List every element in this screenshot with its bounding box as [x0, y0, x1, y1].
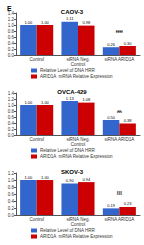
svg-text:1.2: 1.2: [8, 97, 15, 102]
svg-text:1.0: 1.0: [8, 23, 15, 28]
svg-text:0.6: 0.6: [8, 35, 15, 40]
svg-text:0.19: 0.19: [107, 203, 116, 208]
svg-text:1.00: 1.00: [41, 20, 50, 25]
svg-text:1.00: 1.00: [41, 175, 50, 180]
svg-text:1.00: 1.00: [25, 175, 34, 180]
svg-text:0.0: 0.0: [8, 213, 15, 218]
svg-text:ARID1A mRNA Relative Expressi: ARID1A mRNA Relative Expression: [40, 74, 113, 79]
svg-text:1.0: 1.0: [8, 178, 15, 183]
svg-text:0.23: 0.23: [124, 201, 133, 206]
svg-text:siRNA ARID1A: siRNA ARID1A: [104, 137, 134, 142]
svg-text:siRNA Neg.: siRNA Neg.: [66, 57, 90, 62]
svg-text:0.50: 0.50: [107, 115, 116, 120]
svg-text:Relative Level of DNA HRR: Relative Level of DNA HRR: [40, 68, 96, 73]
svg-text:siRNA ARID1A: siRNA ARID1A: [104, 217, 134, 222]
svg-text:1.00: 1.00: [25, 20, 34, 25]
svg-text:1.08: 1.08: [82, 97, 91, 102]
svg-text:0.8: 0.8: [8, 185, 15, 190]
svg-text:1.4: 1.4: [8, 91, 15, 96]
svg-text:0.94: 0.94: [82, 177, 91, 182]
svg-text:Control: Control: [71, 142, 86, 147]
svg-text:siRNA Neg.: siRNA Neg.: [66, 137, 90, 142]
svg-text:***: ***: [117, 193, 123, 198]
svg-text:0.2: 0.2: [8, 127, 15, 132]
svg-text:0.6: 0.6: [8, 115, 15, 120]
svg-text:0.2: 0.2: [8, 47, 15, 52]
svg-text:Control: Control: [29, 217, 44, 222]
svg-text:0.6: 0.6: [8, 192, 15, 197]
svg-text:Relative Level of DNA HRR: Relative Level of DNA HRR: [40, 148, 96, 153]
svg-text:1.00: 1.00: [25, 100, 34, 105]
svg-text:0.26: 0.26: [107, 42, 116, 47]
svg-text:***: ***: [117, 111, 123, 116]
svg-text:ARID1A mRNA Relative Expressi: ARID1A mRNA Relative Expression: [40, 234, 113, 239]
svg-text:Control: Control: [71, 222, 86, 227]
svg-text:1.2: 1.2: [8, 171, 15, 176]
svg-text:0.98: 0.98: [82, 20, 91, 25]
svg-text:1.2: 1.2: [8, 17, 15, 22]
svg-text:0.2: 0.2: [8, 206, 15, 211]
svg-text:Relative Level of DNA HRR: Relative Level of DNA HRR: [40, 228, 96, 233]
svg-text:0.0: 0.0: [8, 133, 15, 138]
svg-text:0.4: 0.4: [8, 41, 15, 46]
svg-text:0.4: 0.4: [8, 121, 15, 126]
svg-text:CAOV-3: CAOV-3: [61, 9, 84, 15]
svg-text:1.0: 1.0: [8, 103, 15, 108]
svg-text:0.0: 0.0: [8, 53, 15, 58]
svg-text:Control: Control: [29, 57, 44, 62]
svg-text:E: E: [7, 5, 12, 12]
svg-text:1.00: 1.00: [41, 100, 50, 105]
svg-text:Control: Control: [71, 62, 86, 67]
svg-text:0.38: 0.38: [124, 118, 133, 123]
svg-text:Control: Control: [29, 137, 44, 142]
svg-text:****: ****: [116, 31, 123, 36]
svg-text:1.11: 1.11: [66, 16, 74, 21]
svg-text:siRNA ARID1A: siRNA ARID1A: [104, 57, 134, 62]
svg-text:0.90: 0.90: [66, 178, 75, 183]
svg-text:siRNA Neg.: siRNA Neg.: [66, 217, 90, 222]
svg-text:1.4: 1.4: [7, 10, 14, 16]
svg-text:OVCA-429: OVCA-429: [57, 89, 87, 95]
svg-text:0.30: 0.30: [124, 41, 133, 46]
svg-text:1.13: 1.13: [66, 96, 75, 101]
svg-text:0.8: 0.8: [8, 109, 15, 114]
svg-text:ARID1A mRNA Relative Expressi: ARID1A mRNA Relative Expression: [40, 154, 113, 159]
svg-text:SKOV-3: SKOV-3: [61, 169, 84, 175]
svg-text:0.8: 0.8: [8, 29, 15, 34]
svg-text:0.4: 0.4: [8, 199, 15, 204]
